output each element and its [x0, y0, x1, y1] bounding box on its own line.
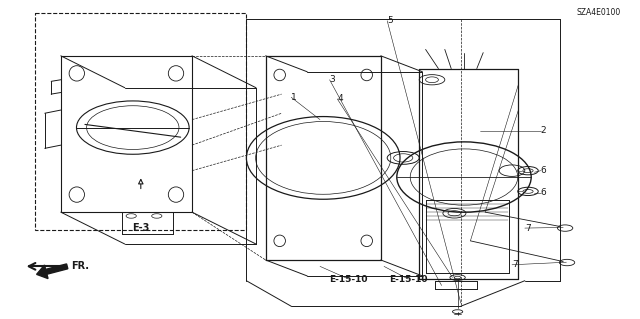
Text: 2: 2	[541, 126, 547, 135]
Text: E-3: E-3	[132, 223, 150, 233]
Text: FR.: FR.	[71, 261, 89, 271]
Text: SZA4E0100: SZA4E0100	[577, 8, 621, 17]
Text: 7: 7	[525, 224, 531, 233]
Text: 3: 3	[330, 75, 335, 84]
Text: 5: 5	[387, 16, 393, 25]
Text: 6: 6	[541, 189, 547, 197]
Text: 7: 7	[512, 260, 518, 269]
Text: E-15-10: E-15-10	[389, 275, 428, 284]
Text: 4: 4	[337, 94, 343, 103]
FancyArrow shape	[36, 264, 68, 278]
Text: 1: 1	[291, 93, 297, 102]
Text: 6: 6	[541, 166, 547, 175]
Text: E-15-10: E-15-10	[330, 275, 368, 284]
Bar	[35, 13, 246, 230]
